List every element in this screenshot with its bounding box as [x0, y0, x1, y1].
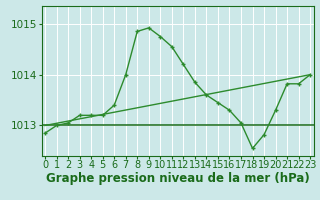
X-axis label: Graphe pression niveau de la mer (hPa): Graphe pression niveau de la mer (hPa): [46, 172, 309, 185]
